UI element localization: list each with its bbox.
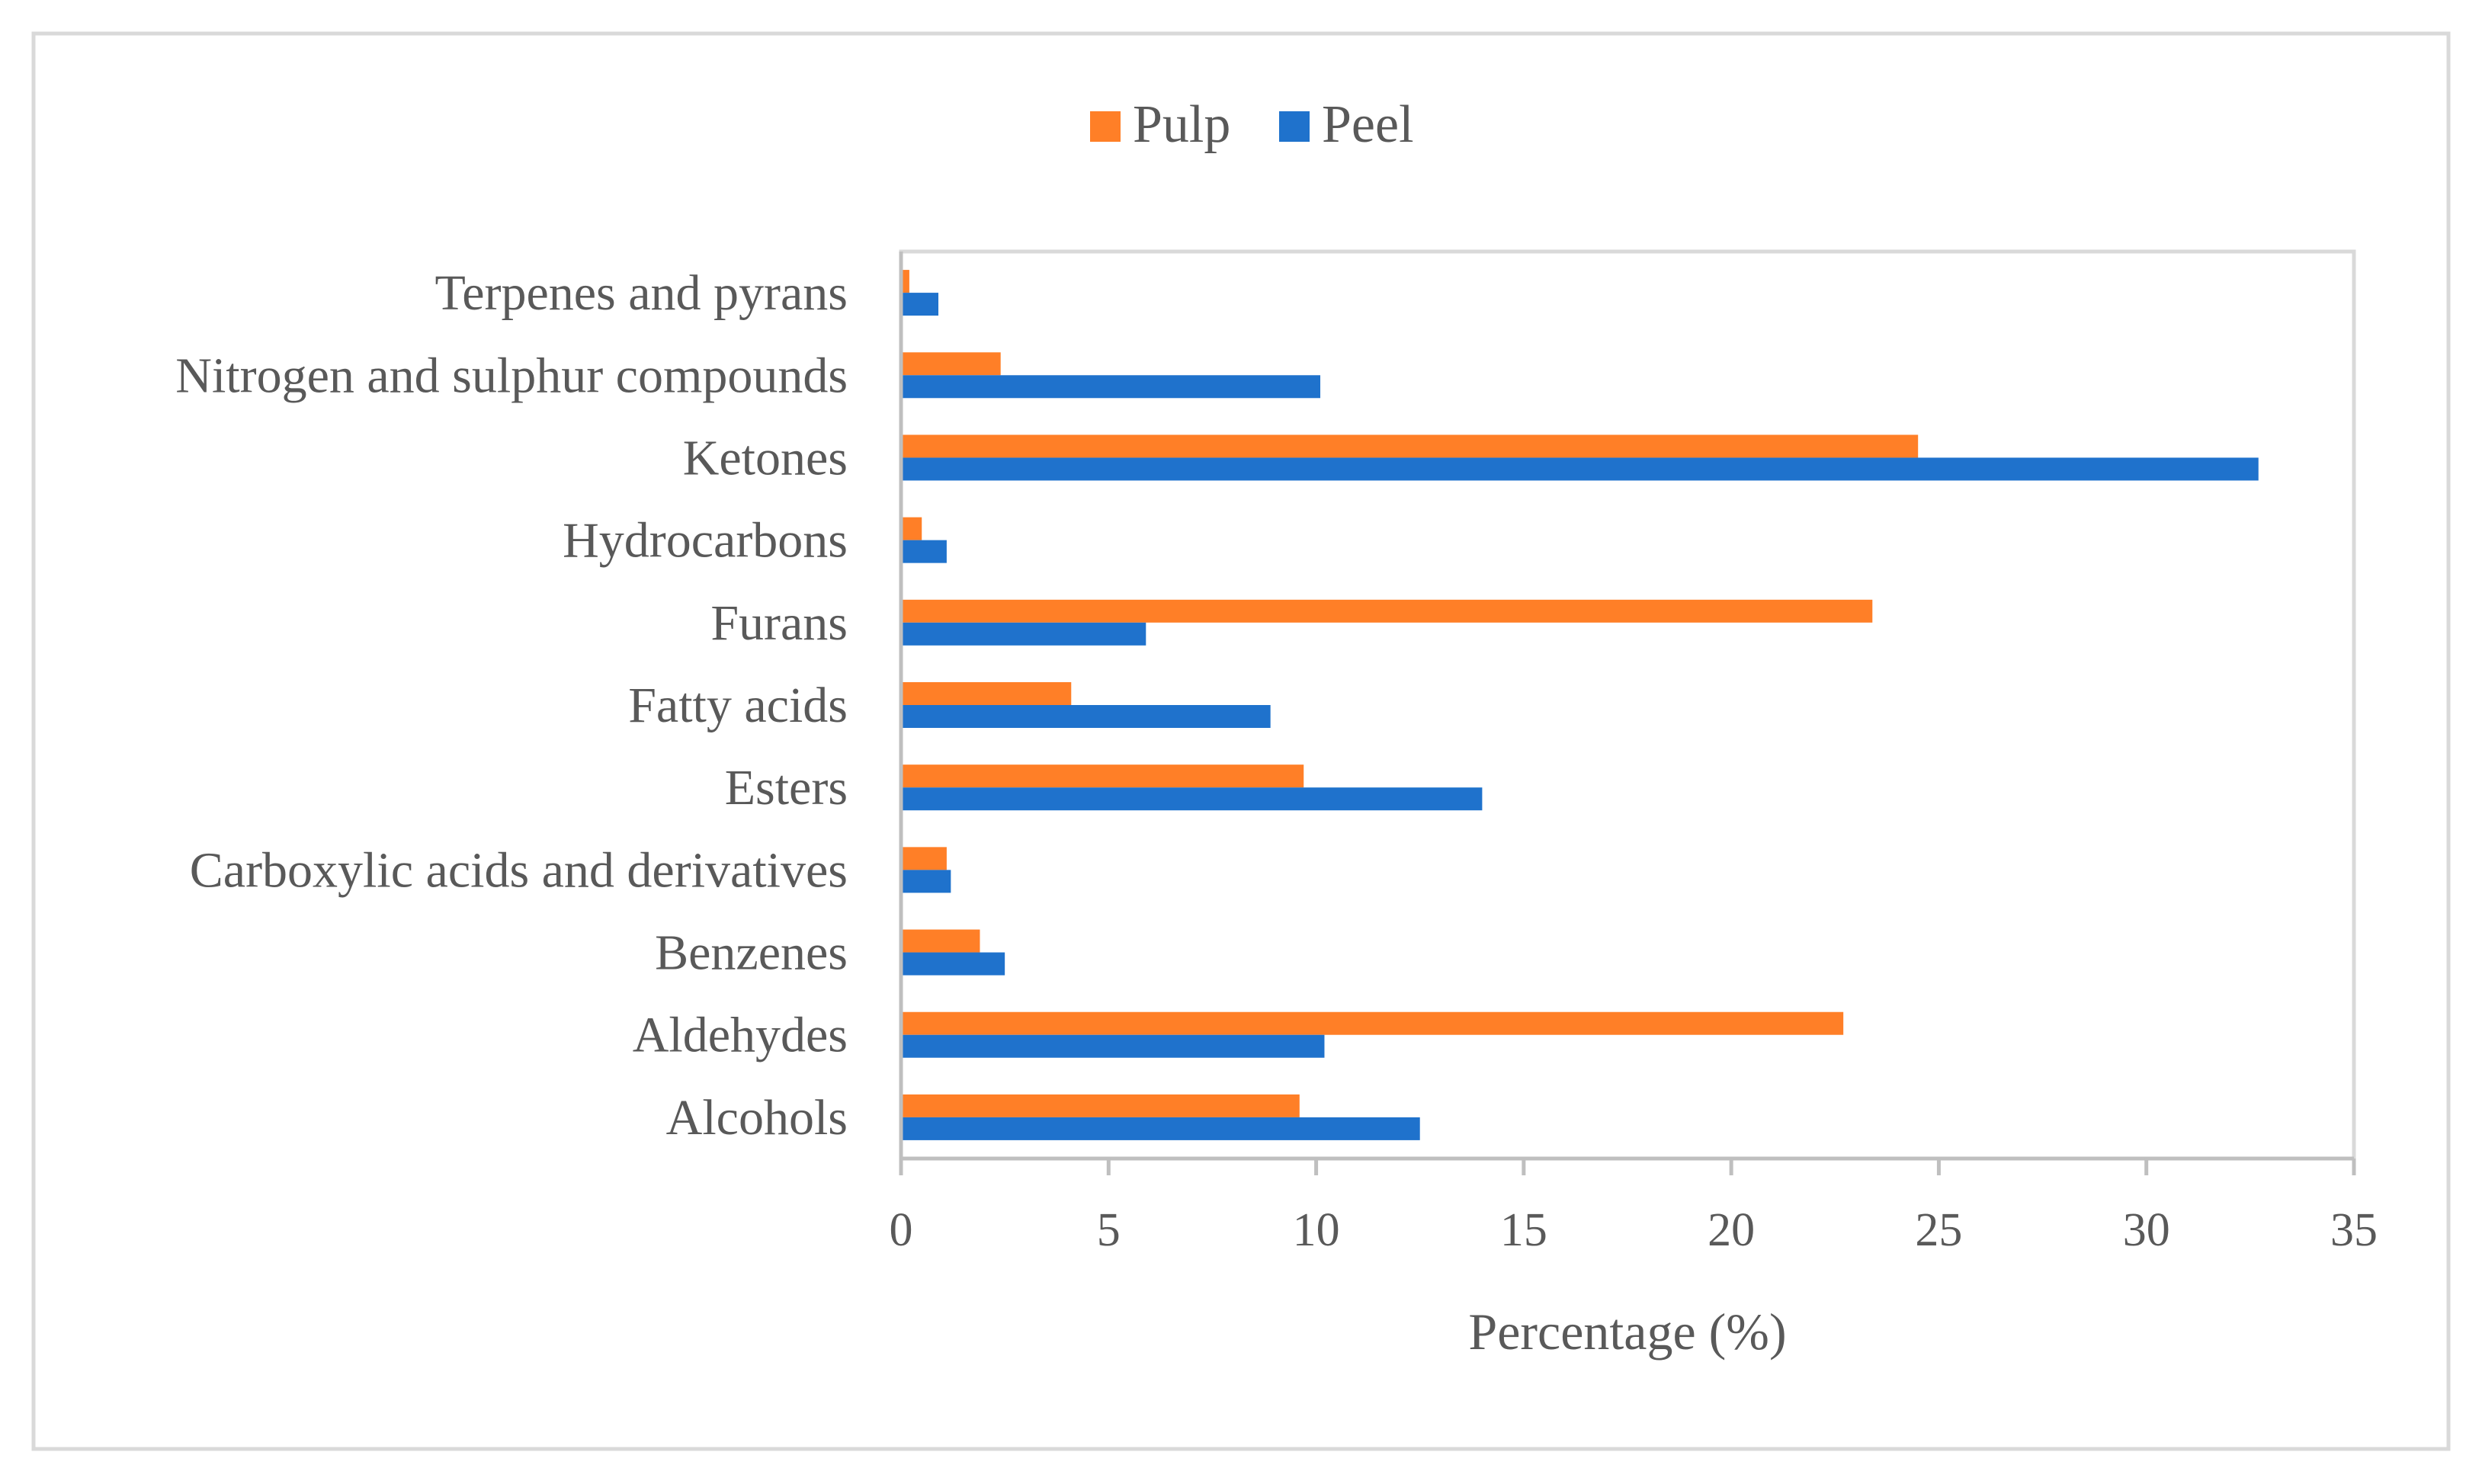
category-label-benzenes: Benzenes bbox=[655, 925, 848, 981]
x-axis-title: Percentage (%) bbox=[1468, 1303, 1786, 1361]
category-label-terpenes-and-pyrans: Terpenes and pyrans bbox=[435, 265, 848, 321]
legend-swatch-peel bbox=[1279, 111, 1310, 142]
x-axis-ticks: 0 5 10 15 20 25 30 35 bbox=[890, 1159, 2378, 1256]
category-label-ketones: Ketones bbox=[683, 430, 848, 486]
category-label-hydrocarbons: Hydrocarbons bbox=[563, 513, 848, 569]
category-label-furans: Furans bbox=[710, 595, 848, 651]
bar-pulp-terpenes-and-pyrans bbox=[901, 270, 909, 293]
bar-peel-carboxylic-acids-and-derivatives bbox=[901, 870, 951, 893]
category-label-fatty-acids: Fatty acids bbox=[628, 678, 848, 733]
bar-pulp-furans bbox=[901, 599, 1873, 623]
x-tick-label-20: 20 bbox=[1708, 1204, 1755, 1256]
x-tick-label-15: 15 bbox=[1500, 1204, 1547, 1256]
category-label-nitrogen-and-sulphur-compounds: Nitrogen and sulphur compounds bbox=[175, 348, 848, 403]
bar-pulp-carboxylic-acids-and-derivatives bbox=[901, 847, 947, 870]
category-label-aldehydes: Aldehydes bbox=[633, 1008, 848, 1063]
x-tick-label-25: 25 bbox=[1915, 1204, 1962, 1256]
x-tick-label-30: 30 bbox=[2123, 1204, 2170, 1256]
bar-peel-fatty-acids bbox=[901, 705, 1271, 728]
legend-swatch-pulp bbox=[1090, 111, 1121, 142]
x-tick-label-5: 5 bbox=[1097, 1204, 1121, 1256]
bar-pulp-ketones bbox=[901, 434, 1919, 458]
chart-frame bbox=[31, 31, 2451, 1451]
bar-pulp-fatty-acids bbox=[901, 682, 1072, 705]
bar-pulp-esters bbox=[901, 764, 1304, 788]
bar-pulp-alcohols bbox=[901, 1094, 1300, 1117]
legend-label-pulp: Pulp bbox=[1133, 95, 1230, 154]
bar-peel-alcohols bbox=[901, 1117, 1420, 1140]
category-label-carboxylic-acids-and-derivatives: Carboxylic acids and derivatives bbox=[190, 842, 848, 898]
bar-peel-esters bbox=[901, 787, 1483, 811]
category-label-alcohols: Alcohols bbox=[666, 1090, 848, 1146]
bar-peel-ketones bbox=[901, 457, 2259, 481]
category-axis-labels: Alcohols Aldehydes Benzenes Carboxylic acid… bbox=[175, 265, 848, 1146]
x-tick-label-35: 35 bbox=[2330, 1204, 2378, 1256]
x-tick-label-10: 10 bbox=[1293, 1204, 1340, 1256]
legend: Pulp Peel bbox=[1090, 95, 1414, 154]
bar-pulp-aldehydes bbox=[901, 1011, 1844, 1035]
bar-peel-terpenes-and-pyrans bbox=[901, 293, 939, 316]
bar-peel-hydrocarbons bbox=[901, 540, 947, 563]
bar-peel-benzenes bbox=[901, 952, 1005, 976]
bar-peel-furans bbox=[901, 622, 1146, 646]
category-label-esters: Esters bbox=[725, 760, 848, 816]
bar-peel-aldehydes bbox=[901, 1034, 1325, 1058]
bars bbox=[901, 270, 2259, 1140]
legend-label-peel: Peel bbox=[1322, 95, 1414, 154]
bar-pulp-nitrogen-and-sulphur-compounds bbox=[901, 352, 1001, 376]
bar-pulp-hydrocarbons bbox=[901, 517, 922, 540]
bar-peel-nitrogen-and-sulphur-compounds bbox=[901, 375, 1321, 399]
bar-pulp-benzenes bbox=[901, 929, 980, 953]
x-tick-label-0: 0 bbox=[890, 1204, 913, 1256]
